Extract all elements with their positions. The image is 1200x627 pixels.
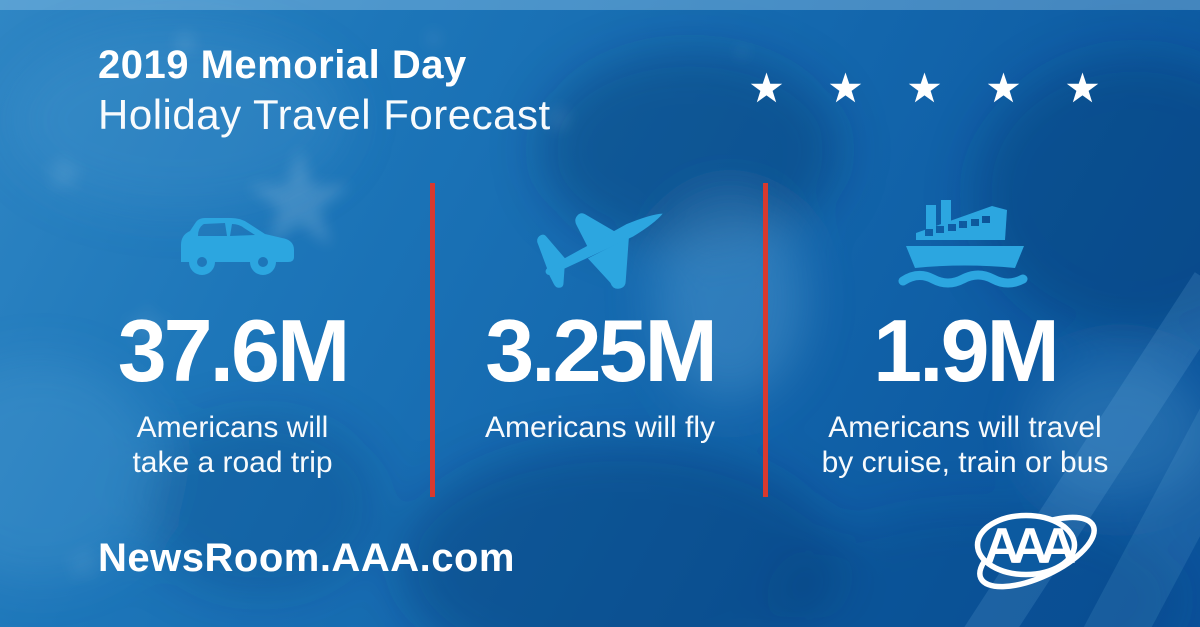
- stat-caption-line-1: Americans will fly: [484, 411, 716, 444]
- star-icon: [750, 72, 783, 103]
- divider-line: [430, 183, 435, 497]
- aaa-logo-oval: [974, 512, 1078, 578]
- stat-caption: Americans will take a road trip: [75, 410, 390, 480]
- airplane-icon: [537, 212, 663, 289]
- stat-column-fly: 3.25M Americans will fly: [440, 192, 760, 445]
- stat-value: 1.9M: [873, 301, 1060, 400]
- stat-caption-line-1: Americans will: [136, 411, 329, 444]
- stat-caption: Americans will fly: [440, 410, 760, 445]
- car-icon: [168, 208, 297, 278]
- ship-icon: [898, 193, 1032, 293]
- star-icon: [1066, 72, 1099, 103]
- star-icon: [987, 72, 1020, 103]
- star-icon: [829, 72, 862, 103]
- stat-caption-line-2: by cruise, train or bus: [821, 446, 1109, 479]
- title-line-1: 2019 Memorial Day: [98, 43, 467, 87]
- stat-caption-line-2: take a road trip: [132, 446, 333, 479]
- stat-caption-line-1: Americans will travel: [828, 411, 1102, 444]
- star-icon: [908, 72, 941, 103]
- aaa-logo-text: AAA: [984, 518, 1075, 574]
- stat-column-road-trip: 37.6M Americans will take a road trip: [75, 192, 390, 480]
- stat-value: 3.25M: [485, 301, 718, 400]
- stat-column-cruise-train-bus: 1.9M Americans will travel by cruise, tr…: [790, 192, 1140, 480]
- title-line-2: Holiday Travel Forecast: [98, 91, 551, 138]
- stat-caption: Americans will travel by cruise, train o…: [790, 410, 1140, 480]
- page-title: 2019 Memorial Day Holiday Travel Forecas…: [98, 40, 551, 140]
- stars-row: [750, 72, 1099, 103]
- stat-value: 37.6M: [117, 301, 351, 400]
- aaa-logo: AAA: [965, 506, 1115, 609]
- newsroom-url[interactable]: NewsRoom.AAA.com: [98, 536, 515, 580]
- divider-line: [763, 183, 768, 497]
